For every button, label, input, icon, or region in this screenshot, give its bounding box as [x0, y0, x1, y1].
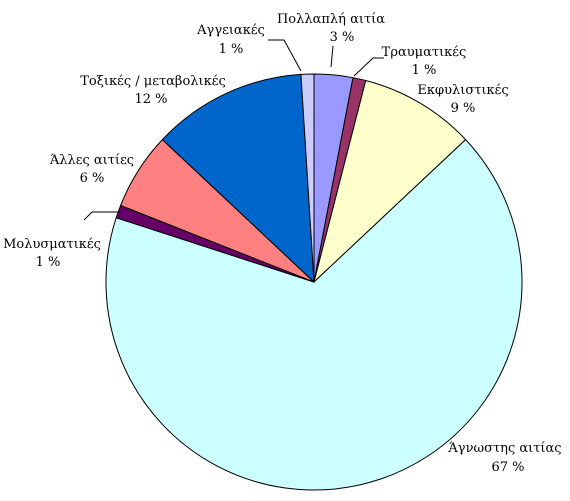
pie-slices — [105, 73, 523, 491]
label-toxic-metabolic: Τοξικές / μεταβολικές — [80, 74, 226, 89]
value-degenerative: 9 % — [451, 101, 476, 116]
value-infectious: 1 % — [36, 255, 61, 270]
label-vascular: Αγγειακές — [196, 23, 265, 38]
value-traumatic: 1 % — [412, 63, 437, 78]
label-unknown-cause: Άγνωστης αιτίας — [447, 441, 561, 456]
leader-line-3 — [83, 211, 120, 221]
value-vascular: 1 % — [219, 42, 244, 57]
label-degenerative: Εκφυλιστικές — [417, 83, 508, 98]
pie-labels: Πολλαπλή αιτία 3 % Τραυματικές 1 % Εκφυλ… — [3, 12, 561, 475]
leader-line-0 — [268, 39, 302, 72]
label-infectious: Μολυσματικές — [3, 237, 101, 252]
leader-line-1 — [330, 45, 334, 68]
pie-slice-2 — [313, 79, 467, 284]
pie-slice-3 — [105, 138, 523, 491]
pie-slice-6 — [161, 73, 315, 284]
pie-slice-7 — [300, 73, 315, 283]
leader-line-2 — [353, 57, 384, 77]
leader-lines — [83, 39, 384, 221]
value-other-causes: 6 % — [80, 171, 105, 186]
label-traumatic: Τραυματικές — [382, 45, 467, 60]
value-multiple-cause: 3 % — [330, 30, 355, 45]
label-other-causes: Άλλες αιτίες — [49, 153, 134, 168]
label-multiple-cause: Πολλαπλή αιτία — [277, 12, 385, 27]
value-unknown-cause: 67 % — [491, 460, 524, 475]
value-toxic-metabolic: 12 % — [134, 92, 167, 107]
